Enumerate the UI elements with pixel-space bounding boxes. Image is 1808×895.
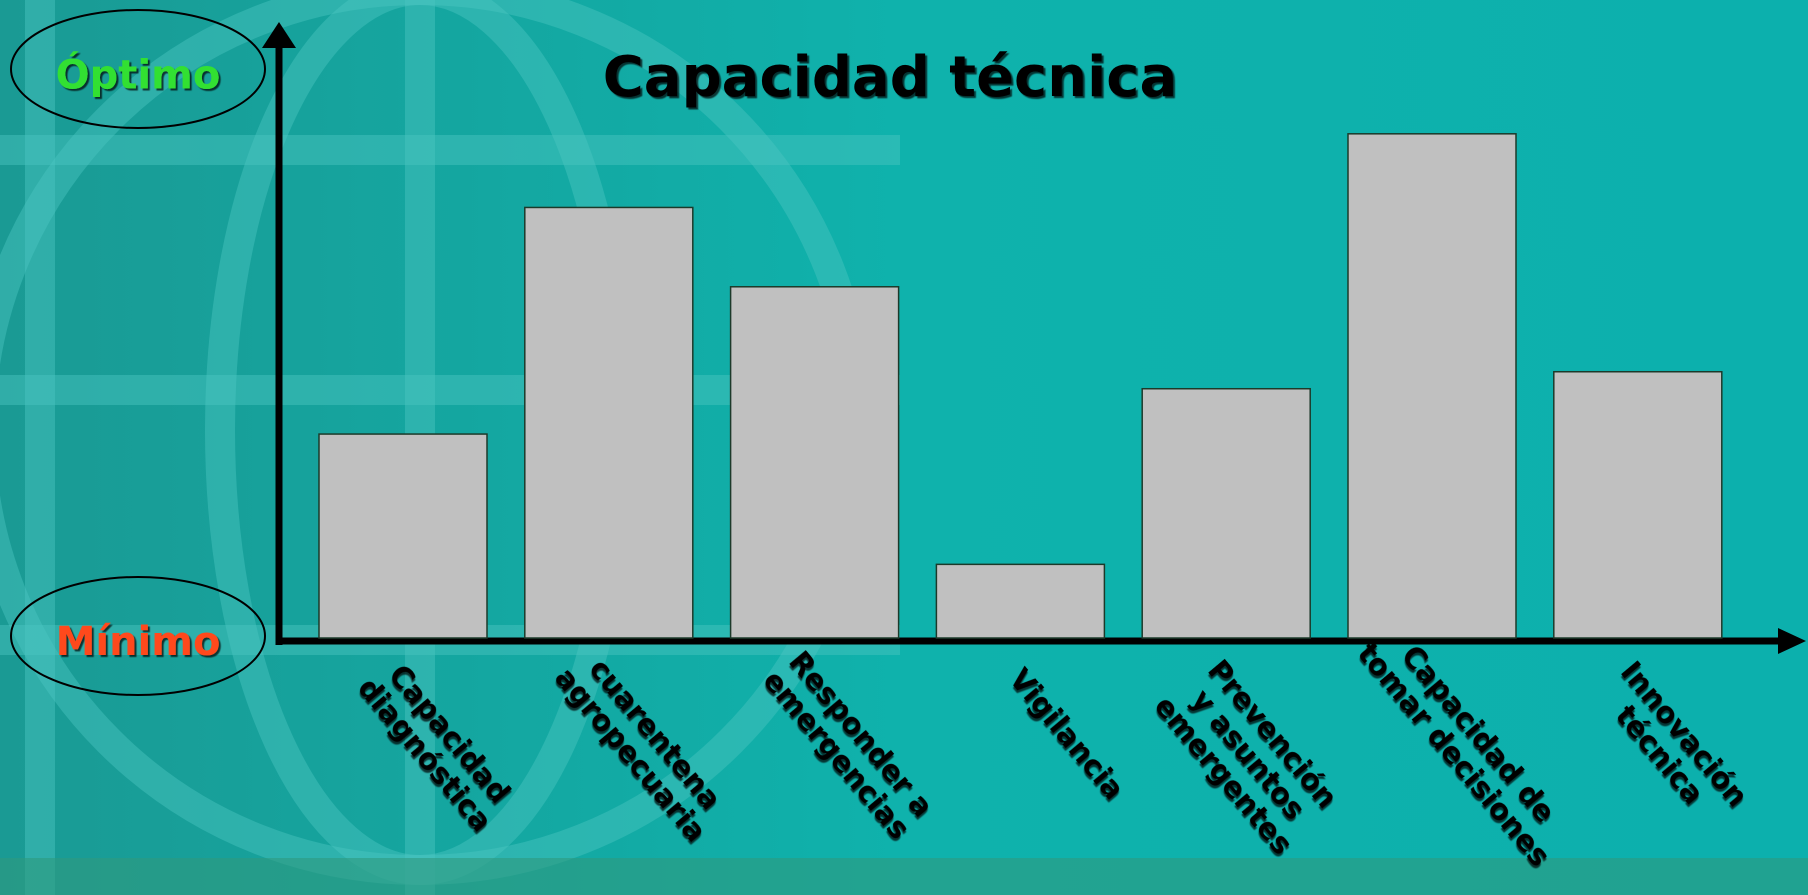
bar xyxy=(1347,133,1517,639)
label-ellipse xyxy=(10,9,266,129)
axis-arrow xyxy=(262,22,296,48)
y-tick-label: Óptimo xyxy=(56,51,221,99)
bar xyxy=(1141,387,1311,639)
chart-title: Capacidad técnica xyxy=(603,45,1178,110)
bar xyxy=(729,286,900,639)
y-tick-label: Mínimo xyxy=(56,619,221,665)
label-ellipse xyxy=(10,576,266,696)
bar xyxy=(1553,370,1723,639)
bar xyxy=(318,433,488,639)
bar xyxy=(524,206,694,639)
axis-arrow xyxy=(1778,628,1806,654)
bar xyxy=(935,563,1106,639)
